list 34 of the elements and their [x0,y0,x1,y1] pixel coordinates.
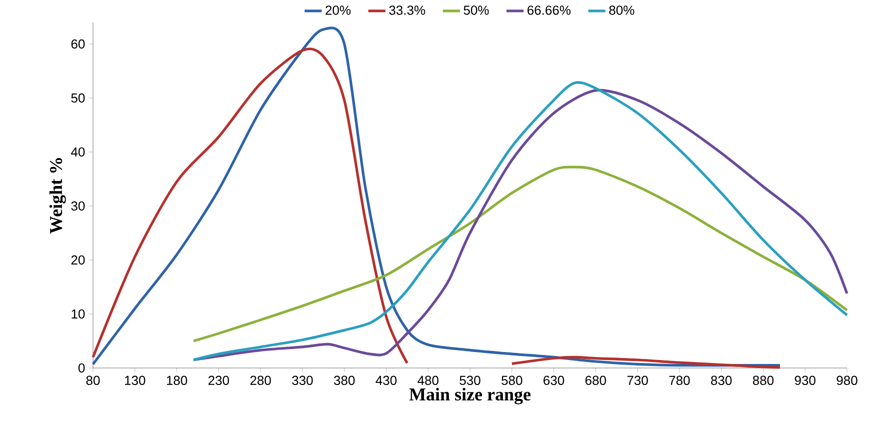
x-tick-label: 330 [292,376,313,385]
x-axis-title: Main size range [409,388,531,404]
x-tick-label: 80 [86,376,100,385]
line-series [192,166,848,342]
y-tick-label: 30 [71,201,85,211]
x-tick-label: 880 [752,376,774,385]
legend-label: 33.3% [389,6,426,15]
x-tick-label: 430 [376,376,397,385]
x-tick-label: 230 [208,376,230,385]
y-tick-label: 20 [71,255,85,265]
y-tick-label: 40 [71,147,85,157]
legend-label: 66.66% [528,6,571,15]
x-tick-label: 130 [125,376,146,385]
x-tick-label: 480 [418,376,438,385]
legend-label: 50% [464,6,489,15]
y-tick-label: 10 [72,309,85,319]
y-tick-label: 0 [78,363,85,373]
y-tick-label: 50 [71,93,85,103]
legend-label: 80% [609,6,634,15]
x-tick-label: 930 [794,376,816,385]
x-tick-label: 830 [711,376,732,385]
y-axis-title: Weight % [49,158,66,234]
legend-label: 20% [326,6,351,15]
x-tick-label: 180 [166,376,188,385]
x-tick-label: 280 [250,376,271,385]
x-tick-label: 580 [502,376,522,385]
x-tick-label: 780 [669,376,690,385]
x-tick-label: 630 [544,376,564,385]
x-tick-label: 730 [627,376,648,385]
x-tick-label: 680 [585,376,606,385]
x-tick-label: 530 [460,376,480,385]
y-tick-label: 60 [71,39,85,49]
x-tick-label: 380 [334,376,355,385]
x-tick-label: 980 [836,376,858,385]
